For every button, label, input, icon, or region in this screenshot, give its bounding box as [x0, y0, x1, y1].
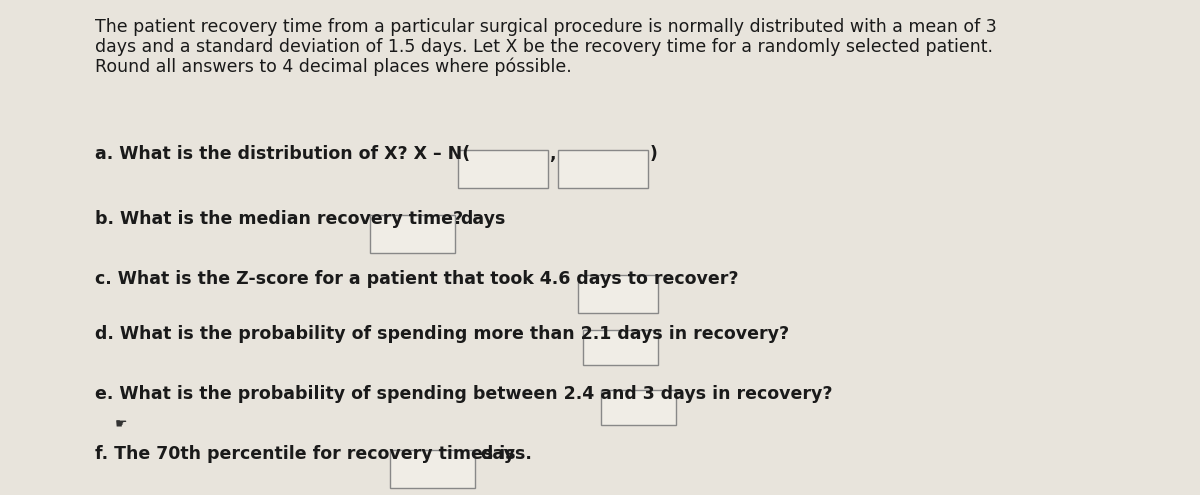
Text: The patient recovery time from a particular surgical procedure is normally distr: The patient recovery time from a particu…	[95, 18, 997, 36]
Bar	[601, 390, 676, 425]
Text: f. The 70th percentile for recovery times is: f. The 70th percentile for recovery time…	[95, 445, 516, 463]
Bar	[458, 150, 548, 188]
Text: ,: ,	[550, 145, 556, 163]
Text: Round all answers to 4 decimal places where póssible.: Round all answers to 4 decimal places wh…	[95, 58, 571, 77]
Text: days and a standard deviation of 1.5 days. Let X be the recovery time for a rand: days and a standard deviation of 1.5 day…	[95, 38, 994, 56]
Bar	[390, 450, 475, 488]
Text: days: days	[460, 210, 505, 228]
Bar	[578, 275, 658, 313]
Bar	[583, 330, 658, 365]
Text: e. What is the probability of spending between 2.4 and 3 days in recovery?: e. What is the probability of spending b…	[95, 385, 833, 403]
Text: a. What is the distribution of X? X – N(: a. What is the distribution of X? X – N(	[95, 145, 470, 163]
Text: ☛: ☛	[115, 417, 127, 431]
Text: d. What is the probability of spending more than 2.1 days in recovery?: d. What is the probability of spending m…	[95, 325, 790, 343]
Bar	[370, 215, 455, 253]
Text: days.: days.	[480, 445, 532, 463]
Text: c. What is the Z-score for a patient that took 4.6 days to recover?: c. What is the Z-score for a patient tha…	[95, 270, 738, 288]
Text: ): )	[650, 145, 658, 163]
Bar	[558, 150, 648, 188]
Text: b. What is the median recovery time?: b. What is the median recovery time?	[95, 210, 463, 228]
